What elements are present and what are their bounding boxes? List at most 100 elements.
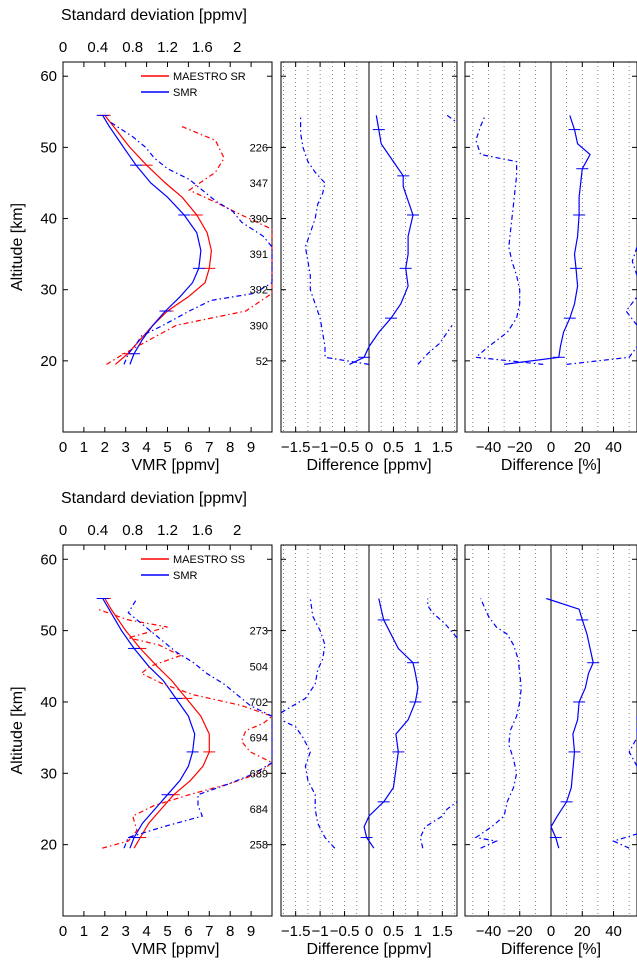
x-tick-label: 0 (59, 923, 67, 940)
std-difference-line (631, 246, 637, 276)
std-difference-line (474, 598, 522, 849)
smr-mean-line (102, 115, 202, 365)
x-tick-label: −1 (312, 923, 329, 940)
x-axis-label: Difference [ppmv] (306, 457, 431, 474)
top-tick-label: 0.4 (87, 522, 108, 539)
mean-difference-line (504, 115, 591, 365)
x-tick-label: 3 (122, 923, 130, 940)
count-label: 702 (250, 697, 268, 709)
legend-label: SMR (173, 570, 198, 582)
x-tick-label: −1.5 (281, 439, 311, 456)
count-label: 684 (250, 804, 268, 816)
std-difference-line (611, 833, 637, 849)
x-tick-label: −1.5 (281, 923, 311, 940)
top-axis-label: Standard deviation [ppmv] (61, 7, 247, 24)
x-tick-label: 8 (226, 439, 234, 456)
count-label: 504 (250, 661, 268, 673)
count-label: 694 (250, 733, 268, 745)
top-tick-label: 0.8 (122, 522, 143, 539)
x-tick-label: −0.5 (330, 439, 360, 456)
x-tick-label: 0.5 (383, 923, 404, 940)
mean-difference-line (349, 115, 414, 365)
y-axis-label: Altitude [km] (9, 686, 26, 774)
x-tick-label: 20 (574, 439, 591, 456)
x-tick-label: 0 (365, 923, 373, 940)
x-tick-label: 1.5 (432, 439, 453, 456)
maestro-mean-line (104, 598, 210, 849)
x-tick-label: −0.5 (330, 923, 360, 940)
count-label: 258 (250, 840, 268, 852)
smr-mean-line (102, 598, 196, 849)
y-tick-label: 20 (40, 837, 57, 854)
y-tick-label: 60 (40, 68, 57, 85)
x-tick-label: 1 (80, 923, 88, 940)
x-axis-label: Difference [ppmv] (306, 941, 431, 958)
top-tick-label: 2 (233, 522, 241, 539)
y-tick-label: 30 (40, 765, 57, 782)
top-tick-label: 1.2 (157, 522, 178, 539)
legend-label: SMR (173, 87, 198, 99)
smr-std-line (123, 598, 273, 849)
count-label: 392 (250, 285, 268, 297)
y-tick-label: 40 (40, 694, 57, 711)
x-tick-label: 1 (414, 439, 422, 456)
std-difference-line (419, 801, 458, 849)
count-label: 347 (250, 178, 268, 190)
std-difference-line (427, 598, 458, 639)
x-tick-label: 2 (101, 439, 109, 456)
top-tick-label: 0 (59, 39, 67, 56)
x-tick-label: 3 (122, 439, 130, 456)
x-tick-label: 2 (101, 923, 109, 940)
top-tick-label: 1.6 (192, 39, 213, 56)
x-tick-label: 0 (547, 439, 555, 456)
std-difference-line (446, 114, 458, 123)
x-tick-label: −20 (507, 923, 532, 940)
plot-area (63, 545, 272, 916)
x-tick-label: 0 (547, 923, 555, 940)
x-tick-label: 7 (205, 439, 213, 456)
top-tick-label: 1.6 (192, 522, 213, 539)
x-tick-label: 0 (59, 439, 67, 456)
x-tick-label: 40 (605, 439, 622, 456)
x-axis-label: Difference [%] (501, 457, 601, 474)
std-difference-line (280, 598, 326, 714)
x-tick-label: 6 (184, 439, 192, 456)
x-tick-label: 1.5 (432, 923, 453, 940)
top-tick-label: 0.4 (87, 39, 108, 56)
y-tick-label: 40 (40, 211, 57, 228)
x-axis-label: Difference [%] (501, 941, 601, 958)
std-difference-line (628, 716, 637, 767)
x-tick-label: 9 (247, 923, 255, 940)
x-tick-label: 9 (247, 439, 255, 456)
std-difference-line (300, 115, 370, 365)
count-label: 226 (250, 142, 268, 154)
x-tick-label: 0 (365, 439, 373, 456)
x-tick-label: 4 (142, 439, 150, 456)
x-tick-label: −20 (507, 439, 532, 456)
top-tick-label: 2 (233, 39, 241, 56)
count-label: 390 (250, 214, 268, 226)
x-axis-label: VMR [ppmv] (131, 457, 219, 474)
x-tick-label: −40 (476, 923, 501, 940)
x-tick-label: 20 (574, 923, 591, 940)
std-difference-line (625, 296, 637, 326)
x-tick-label: −1 (312, 439, 329, 456)
legend-label: MAESTRO SS (173, 554, 245, 566)
count-label: 689 (250, 768, 268, 780)
mean-difference-line (546, 597, 594, 849)
x-tick-label: 6 (184, 923, 192, 940)
std-difference-line (566, 346, 637, 365)
maestro-std-line (97, 608, 274, 849)
legend-label: MAESTRO SR (173, 71, 246, 83)
smr-std-line (110, 121, 273, 365)
count-label: 391 (250, 249, 268, 261)
std-difference-line (280, 719, 336, 849)
x-tick-label: 0.5 (383, 439, 404, 456)
count-label: 390 (250, 320, 268, 332)
